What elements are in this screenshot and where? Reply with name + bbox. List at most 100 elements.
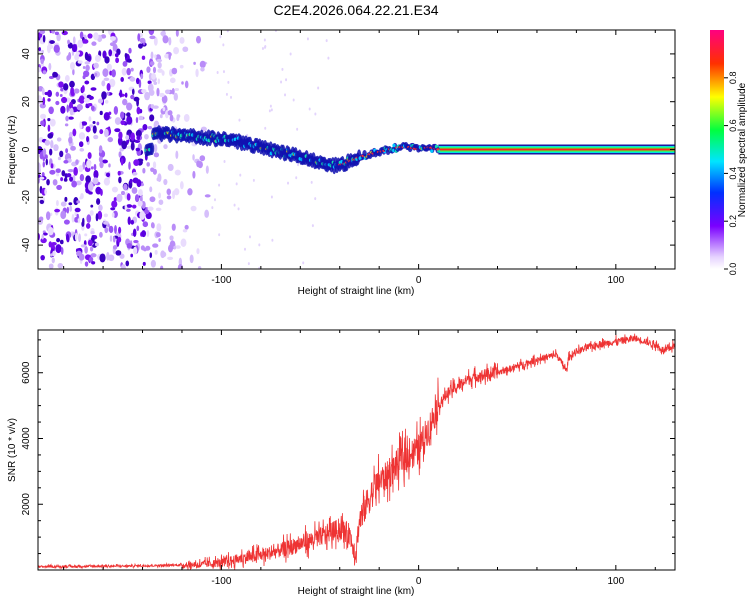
noise-blob [66,173,72,178]
noise-blob [76,104,83,111]
noise-blob [91,41,97,46]
noise-blob [173,92,178,101]
noise-speck [317,86,320,90]
noise-blob [65,233,70,242]
noise-blob [71,180,78,188]
noise-blob [89,246,94,252]
noise-blob [114,128,121,133]
noise-speck [270,108,273,112]
noise-speck [296,127,299,131]
noise-blob [39,30,46,35]
noise-speck [311,224,314,228]
noise-blob [154,54,157,59]
noise-blob [126,112,131,117]
noise-blob [64,123,69,127]
noise-blob [139,210,146,220]
noise-blob [59,93,63,97]
noise-blob [119,253,125,259]
noise-blob [78,132,86,140]
noise-blob [96,198,101,205]
noise-blob [72,174,76,182]
noise-blob [129,76,136,82]
noise-blob [122,60,128,67]
noise-blob [152,66,157,74]
noise-blob [85,126,91,133]
noise-blob [119,89,123,98]
noise-speck [280,80,283,84]
noise-blob [61,170,66,177]
noise-blob [48,62,52,71]
noise-blob [160,265,164,269]
noise-blob [151,73,157,80]
noise-blob [85,55,91,61]
noise-blob [168,244,173,253]
noise-blob [90,253,97,258]
noise-blob [88,95,94,100]
noise-blob [179,64,184,69]
noise-blob [156,58,163,63]
noise-blob [140,73,144,80]
x-tick-label: -100 [211,576,231,587]
noise-blob [137,135,141,141]
spectrogram-xlabel: Height of straight line (km) [298,286,415,297]
noise-speck [292,98,295,102]
noise-blob [41,233,44,240]
noise-speck [287,181,290,185]
noise-speck [243,247,246,251]
noise-blob [63,177,68,182]
noise-blob [104,227,109,234]
noise-blob [120,158,124,166]
noise-blob [117,170,121,176]
noise-blob [56,137,62,142]
noise-blob [125,260,130,267]
noise-blob [56,184,62,191]
noise-blob [60,177,64,182]
noise-blob [49,40,55,44]
noise-blob [68,202,73,206]
noise-blob [69,205,73,212]
noise-blob [204,209,210,218]
noise-blob [127,58,132,63]
noise-blob [42,96,46,106]
noise-blob [68,136,73,144]
noise-blob [40,120,45,126]
noise-blob [63,219,70,225]
noise-blob [139,37,146,44]
noise-blob [163,178,168,186]
noise-blob [109,42,116,47]
noise-blob [126,204,133,208]
noise-blob [71,213,75,223]
noise-blob [122,98,128,106]
noise-speck [222,70,225,74]
noise-blob [152,161,157,169]
noise-blob [125,208,131,212]
noise-blob [169,77,176,84]
noise-blob [48,106,54,115]
noise-speck [258,243,261,247]
noise-blob [182,229,188,233]
noise-blob [158,199,164,205]
y-tick-label: 20 [21,96,32,108]
noise-blob [173,188,180,196]
noise-blob [52,250,56,257]
noise-blob [106,91,110,96]
noise-blob [103,221,109,225]
noise-blob [88,191,93,195]
noise-blob [96,121,100,126]
noise-speck [297,163,300,167]
noise-blob [60,87,64,92]
noise-blob [84,61,91,65]
noise-blob [60,210,67,220]
noise-blob [187,188,193,196]
noise-blob [167,163,174,172]
x-tick-label: 100 [607,576,624,587]
noise-blob [136,106,141,115]
noise-speck [227,80,230,84]
noise-blob [149,61,155,66]
noise-speck [225,92,228,96]
noise-blob [124,204,128,211]
noise-blob [90,166,94,170]
noise-blob [133,159,140,167]
noise-blob [103,77,110,82]
x-tick-label: 0 [416,275,422,286]
